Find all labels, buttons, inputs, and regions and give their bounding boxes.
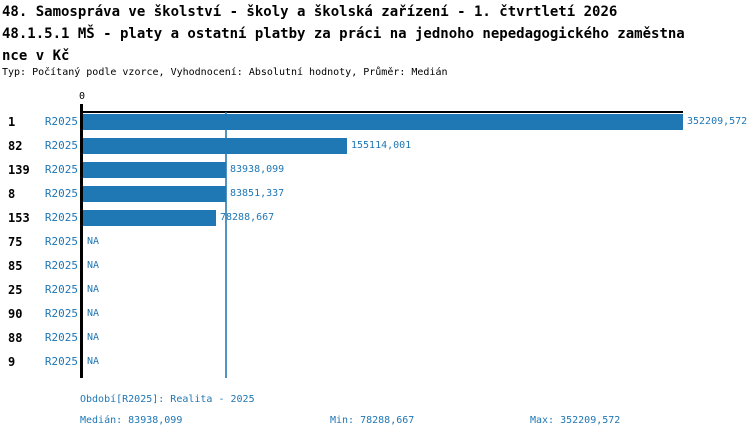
chart-row: 153 R2025 78288,667 (0, 206, 750, 230)
footer-min-label: Min: 78288,667 (330, 415, 415, 426)
x-axis-line (82, 111, 683, 113)
row-series-label: R2025 (44, 331, 78, 344)
bar (83, 114, 683, 130)
row-category-label: 139 (8, 163, 30, 177)
chart-subtitle: Typ: Počítaný podle vzorce, Vyhodnocení:… (2, 67, 448, 78)
bar-value-label: NA (87, 356, 100, 367)
page-title-line2: 48.1.5.1 MŠ - platy a ostatní platby za … (2, 26, 685, 42)
row-series-label: R2025 (44, 235, 78, 248)
row-series-label: R2025 (44, 115, 78, 128)
row-category-label: 1 (8, 115, 16, 129)
chart-row: 9 R2025 NA (0, 350, 750, 374)
footer-period-label: Období[R2025]: Realita - 2025 (80, 394, 255, 405)
chart-row: 85 R2025 NA (0, 254, 750, 278)
row-series-label: R2025 (44, 307, 78, 320)
bar-value-label: 155114,001 (351, 140, 412, 151)
chart-row: 139 R2025 83938,099 (0, 158, 750, 182)
chart-row: 90 R2025 NA (0, 302, 750, 326)
bar (83, 210, 216, 226)
bar (83, 162, 226, 178)
row-series-label: R2025 (44, 139, 78, 152)
x-axis-zero-tick-label: 0 (78, 91, 86, 102)
row-series-label: R2025 (44, 163, 78, 176)
row-category-label: 82 (8, 139, 23, 153)
chart-row: 75 R2025 NA (0, 230, 750, 254)
chart-row: 25 R2025 NA (0, 278, 750, 302)
bar-value-label: 352209,572 (687, 116, 748, 127)
row-category-label: 25 (8, 283, 23, 297)
row-category-label: 90 (8, 307, 23, 321)
row-category-label: 85 (8, 259, 23, 273)
row-series-label: R2025 (44, 355, 78, 368)
row-series-label: R2025 (44, 259, 78, 272)
bar (83, 186, 226, 202)
chart-row: 88 R2025 NA (0, 326, 750, 350)
footer-median-label: Medián: 83938,099 (80, 415, 183, 426)
row-category-label: 88 (8, 331, 23, 345)
page-title-line3: nce v Kč (2, 48, 70, 64)
chart-row: 1 R2025 352209,572 (0, 110, 750, 134)
row-series-label: R2025 (44, 211, 78, 224)
bar-value-label: NA (87, 308, 100, 319)
row-category-label: 75 (8, 235, 23, 249)
bar-value-label: 83938,099 (230, 164, 285, 175)
bar-value-label: NA (87, 260, 100, 271)
bar (83, 138, 347, 154)
row-category-label: 9 (8, 355, 16, 369)
bar-value-label: NA (87, 332, 100, 343)
row-category-label: 153 (8, 211, 30, 225)
bar-value-label: NA (87, 236, 100, 247)
row-series-label: R2025 (44, 187, 78, 200)
footer-max-label: Max: 352209,572 (530, 415, 621, 426)
row-category-label: 8 (8, 187, 16, 201)
median-reference-line (225, 112, 227, 378)
bar-value-label: 83851,337 (230, 188, 285, 199)
chart-row: 8 R2025 83851,337 (0, 182, 750, 206)
bar-value-label: 78288,667 (220, 212, 275, 223)
page-title-line1: 48. Samospráva ve školství - školy a ško… (2, 4, 618, 20)
bar-value-label: NA (87, 284, 100, 295)
row-series-label: R2025 (44, 283, 78, 296)
y-axis-line (80, 104, 83, 378)
chart-row: 82 R2025 155114,001 (0, 134, 750, 158)
